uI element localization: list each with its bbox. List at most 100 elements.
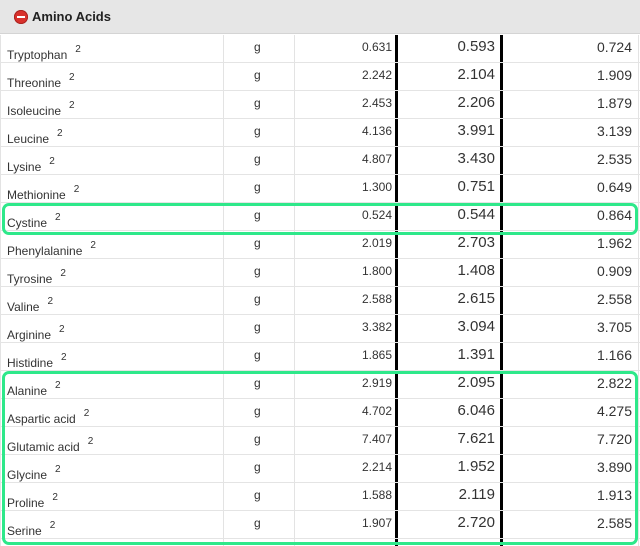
value-cell-1: 4.136	[361, 124, 392, 138]
table-row: Methionine 2 g 1.300 0.751 0.649	[0, 175, 640, 203]
footnote-marker: 2	[83, 408, 90, 419]
value-cell-1: 2.214	[361, 460, 392, 474]
footnote-marker: 2	[55, 380, 61, 391]
value-cell-3: 0.724	[596, 39, 632, 55]
section-header[interactable]: Amino Acids	[0, 0, 640, 34]
column-divider	[638, 35, 639, 546]
value-cell-3: 1.879	[596, 95, 632, 111]
column-separator-bold	[500, 35, 503, 546]
unit-cell: g	[254, 460, 261, 474]
value-cell-2: 3.430	[457, 150, 495, 167]
value-cell-1: 3.382	[361, 320, 392, 334]
value-cell-1: 1.865	[361, 348, 392, 362]
nutrient-name: Isoleucine 2	[7, 100, 75, 118]
value-cell-2: 2.206	[457, 94, 495, 111]
table-row: Cystine 2 g 0.524 0.544 0.864	[0, 203, 640, 231]
nutrient-name: Tryptophan 2	[7, 44, 81, 62]
value-cell-1: 2.919	[361, 376, 392, 390]
table-row: Phenylalanine 2 g 2.019 2.703 1.962	[0, 231, 640, 259]
table-row: Valine 2 g 2.588 2.615 2.558	[0, 287, 640, 315]
value-cell-1: 4.702	[361, 404, 392, 418]
table-row: Histidine 2 g 1.865 1.391 1.166	[0, 343, 640, 371]
nutrient-name: Arginine 2	[7, 324, 65, 342]
column-divider	[0, 35, 1, 546]
nutrient-name: Serine 2	[7, 520, 56, 538]
unit-cell: g	[254, 516, 261, 530]
value-cell-2: 0.593	[457, 38, 495, 55]
footnote-marker: 2	[75, 44, 81, 55]
value-cell-2: 1.391	[457, 346, 495, 363]
footnote-marker: 2	[57, 128, 63, 139]
footnote-marker: 2	[61, 352, 67, 363]
value-cell-2: 0.751	[457, 178, 495, 195]
column-divider	[294, 35, 295, 546]
value-cell-1: 0.631	[361, 40, 392, 54]
unit-cell: g	[254, 348, 261, 362]
value-cell-3: 7.720	[596, 431, 632, 447]
footnote-marker: 2	[47, 296, 54, 307]
unit-cell: g	[254, 68, 261, 82]
footnote-marker: 2	[55, 464, 61, 475]
value-cell-2: 6.046	[457, 402, 495, 419]
table-row: Leucine 2 g 4.136 3.991 3.139	[0, 119, 640, 147]
footnote-marker: 2	[49, 520, 56, 531]
table-row: Isoleucine 2 g 2.453 2.206 1.879	[0, 91, 640, 119]
value-cell-3: 2.535	[596, 151, 632, 167]
value-cell-2: 2.720	[457, 514, 495, 531]
footnote-marker: 2	[73, 184, 80, 195]
value-cell-2: 2.119	[458, 486, 495, 503]
nutrient-name: Phenylalanine 2	[7, 240, 96, 258]
section-title: Amino Acids	[32, 9, 111, 24]
footnote-marker: 2	[69, 100, 75, 111]
value-cell-2: 3.991	[457, 122, 495, 139]
value-cell-3: 1.962	[596, 235, 632, 251]
nutrient-name: Valine 2	[7, 296, 54, 314]
table-row: Aspartic acid 2 g 4.702 6.046 4.275	[0, 399, 640, 427]
value-cell-1: 7.407	[361, 432, 392, 446]
footnote-marker: 2	[60, 268, 66, 279]
table-row: Proline 2 g 1.588 2.119 1.913	[0, 483, 640, 511]
value-cell-3: 2.558	[596, 291, 632, 307]
nutrient-name: Cystine 2	[7, 212, 61, 230]
highlight-cystine	[2, 203, 638, 235]
value-cell-3: 1.166	[596, 347, 632, 363]
value-cell-2: 3.094	[457, 318, 495, 335]
nutrient-name: Alanine 2	[7, 380, 61, 398]
value-cell-1: 1.907	[361, 516, 392, 530]
unit-cell: g	[254, 152, 261, 166]
table-row: Glycine 2 g 2.214 1.952 3.890	[0, 455, 640, 483]
nutrient-name: Threonine 2	[7, 72, 75, 90]
nutrient-name: Glycine 2	[7, 464, 61, 482]
footnote-marker: 2	[59, 324, 65, 335]
value-cell-1: 2.019	[361, 236, 392, 250]
nutrient-name: Glutamic acid 2	[7, 436, 94, 454]
value-cell-2: 2.104	[457, 66, 495, 83]
value-cell-3: 1.913	[596, 487, 632, 503]
nutrient-name: Methionine 2	[7, 184, 80, 202]
column-divider	[223, 35, 224, 546]
unit-cell: g	[254, 488, 261, 502]
collapse-icon[interactable]	[14, 10, 28, 24]
value-cell-2: 2.095	[457, 374, 495, 391]
unit-cell: g	[254, 376, 261, 390]
value-cell-2: 2.703	[457, 234, 495, 251]
value-cell-1: 1.800	[361, 264, 392, 278]
footnote-marker: 2	[52, 492, 58, 503]
value-cell-3: 2.822	[596, 375, 632, 391]
value-cell-3: 1.909	[596, 67, 632, 83]
footnote-marker: 2	[55, 212, 61, 223]
unit-cell: g	[254, 264, 261, 278]
unit-cell: g	[254, 40, 261, 54]
footnote-marker: 2	[90, 240, 96, 251]
value-cell-3: 3.890	[596, 459, 632, 475]
value-cell-1: 4.807	[361, 152, 392, 166]
nutrient-name: Histidine 2	[7, 352, 67, 370]
value-cell-3: 3.139	[596, 123, 632, 139]
unit-cell: g	[254, 404, 261, 418]
value-cell-3: 3.705	[596, 319, 632, 335]
nutrient-name: Lysine 2	[7, 156, 55, 174]
table-row: Alanine 2 g 2.919 2.095 2.822	[0, 371, 640, 399]
value-cell-3: 0.649	[596, 179, 632, 195]
value-cell-1: 0.524	[361, 208, 392, 222]
footnote-marker: 2	[69, 72, 75, 83]
